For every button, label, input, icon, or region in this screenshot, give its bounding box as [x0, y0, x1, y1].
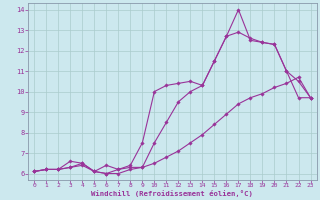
X-axis label: Windchill (Refroidissement éolien,°C): Windchill (Refroidissement éolien,°C) — [92, 190, 253, 197]
